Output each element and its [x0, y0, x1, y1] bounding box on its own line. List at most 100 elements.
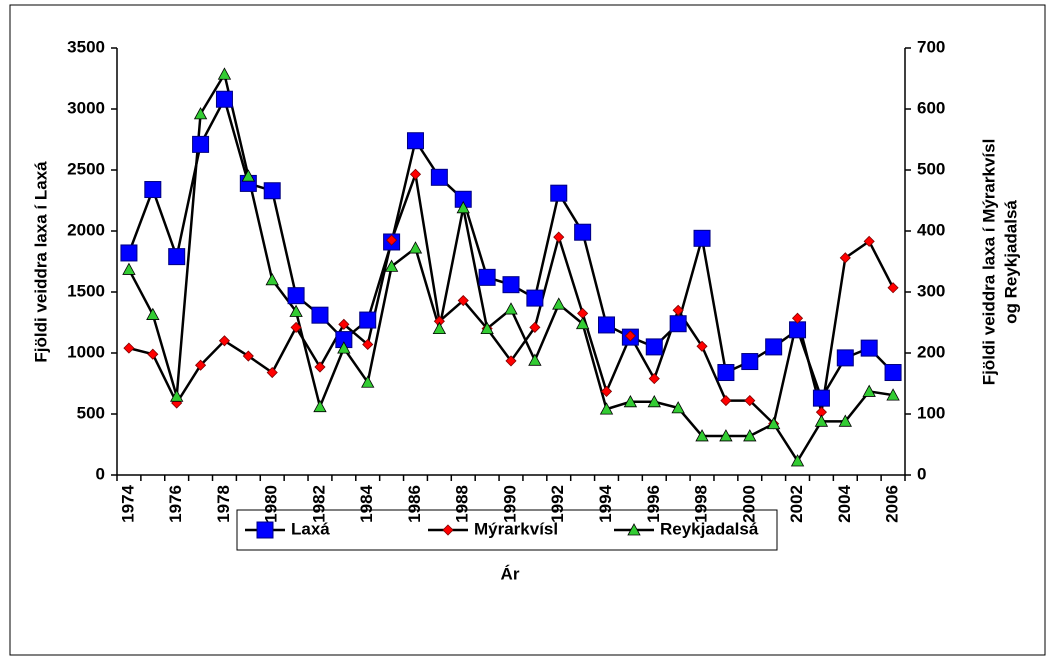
marker — [575, 316, 590, 330]
legend-box — [236, 509, 778, 551]
marker — [408, 241, 423, 254]
marker — [147, 348, 159, 360]
x-tick-label: 1990 — [500, 485, 519, 523]
marker — [645, 338, 663, 356]
marker — [884, 364, 902, 382]
marker — [887, 282, 899, 294]
x-tick-label: 1978 — [214, 485, 233, 523]
marker — [790, 454, 805, 467]
marker — [766, 416, 781, 430]
marker — [744, 395, 756, 407]
y-tick-label: 500 — [77, 403, 105, 422]
marker — [696, 340, 708, 352]
marker — [647, 394, 661, 408]
marker — [457, 294, 469, 307]
marker — [624, 330, 636, 342]
x-tick-label: 1976 — [166, 485, 185, 523]
marker — [765, 338, 783, 356]
marker — [193, 107, 208, 120]
marker — [338, 318, 350, 330]
marker — [574, 223, 592, 241]
marker — [791, 312, 804, 324]
marker — [432, 321, 447, 334]
marker — [695, 429, 709, 442]
y-tick-label: 3500 — [67, 37, 105, 56]
marker — [720, 395, 732, 407]
marker — [287, 287, 305, 305]
chart-frame — [9, 4, 1046, 656]
marker — [529, 321, 541, 333]
x-tick-label: 2006 — [883, 485, 902, 523]
x-tick-label: 1984 — [357, 484, 376, 522]
marker — [362, 338, 374, 351]
y2-tick-label: 400 — [917, 220, 945, 239]
y-tick-label: 3000 — [67, 98, 105, 117]
marker — [123, 342, 135, 354]
marker — [265, 272, 279, 286]
marker — [168, 248, 186, 266]
marker — [886, 388, 900, 401]
y2-tick-label: 600 — [917, 98, 945, 117]
x-tick-label: 1980 — [262, 485, 281, 523]
x-tick-label: 1998 — [692, 485, 711, 523]
marker — [122, 262, 136, 275]
legend-label: Laxá — [291, 519, 330, 538]
y-axis-label: Fjöldi veiddra laxa í Laxá — [31, 161, 50, 363]
marker — [256, 521, 274, 539]
legend-label: Reykjadalsá — [660, 519, 759, 538]
x-tick-label: 1992 — [548, 485, 567, 523]
marker — [144, 181, 162, 199]
marker — [442, 524, 454, 536]
marker — [719, 429, 733, 442]
marker — [504, 302, 518, 315]
marker — [456, 200, 470, 214]
x-tick-label: 2004 — [835, 484, 854, 522]
marker — [120, 244, 138, 262]
marker — [215, 90, 233, 108]
marker — [361, 375, 375, 388]
marker — [430, 168, 448, 186]
marker — [290, 321, 302, 333]
y-tick-label: 2500 — [67, 159, 105, 178]
x-tick-label: 1988 — [453, 485, 472, 523]
x-tick-label: 1994 — [596, 484, 615, 522]
y-tick-label: 1000 — [67, 342, 105, 361]
marker — [359, 311, 377, 329]
marker — [600, 385, 613, 397]
marker — [314, 361, 326, 373]
marker — [146, 307, 160, 320]
marker — [672, 304, 684, 316]
marker — [289, 304, 303, 317]
marker — [623, 394, 638, 408]
marker — [814, 414, 829, 427]
marker — [502, 276, 520, 294]
marker — [550, 184, 568, 202]
marker — [839, 252, 851, 264]
marker — [386, 234, 398, 246]
marker — [812, 389, 830, 407]
marker — [218, 335, 231, 347]
marker — [862, 384, 876, 397]
y2-axis-label: og Reykjadalsá — [1001, 200, 1020, 324]
y2-tick-label: 200 — [917, 342, 945, 361]
y2-axis-label: Fjöldi veiddra laxa í Mýrarkvísl — [979, 139, 998, 386]
marker — [526, 289, 544, 307]
marker — [195, 359, 207, 371]
marker — [627, 523, 641, 536]
marker — [553, 231, 565, 243]
marker — [170, 389, 184, 402]
marker — [836, 349, 854, 367]
marker — [552, 297, 566, 310]
x-tick-label: 1974 — [118, 484, 137, 522]
marker — [863, 235, 875, 247]
marker — [860, 339, 878, 357]
marker — [669, 315, 687, 333]
marker — [480, 321, 494, 334]
marker — [648, 373, 660, 385]
y2-tick-label: 500 — [917, 159, 945, 178]
x-tick-label: 2000 — [739, 485, 758, 523]
marker — [838, 414, 852, 427]
marker — [263, 182, 281, 200]
